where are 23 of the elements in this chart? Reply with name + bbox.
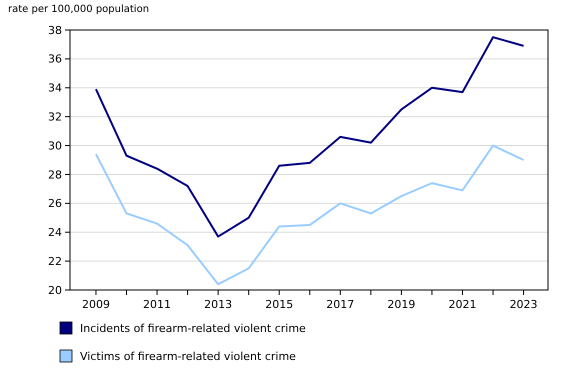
y-tick-label: 34	[48, 82, 62, 95]
line-series	[94, 36, 525, 238]
x-tick-label: 2021	[448, 298, 476, 311]
x-tick-label: 2013	[204, 298, 232, 311]
y-tick-label: 22	[48, 254, 62, 268]
y-tick-label: 24	[48, 226, 62, 240]
y-tick-label: 28	[48, 168, 62, 182]
y-tick-label: 26	[48, 197, 62, 210]
x-tick-label: 2019	[387, 298, 416, 311]
y-axis-title: rate per 100,000 population	[8, 4, 150, 15]
y-tick-label: 30	[48, 139, 62, 152]
legend-label: Victims of firearm-related violent crime	[80, 350, 296, 363]
y-tick-label: 20	[48, 284, 62, 297]
line-series	[94, 144, 525, 286]
y-tick-label: 36	[48, 52, 62, 66]
x-tick-label: 2015	[265, 298, 294, 311]
y-tick-label: 38	[48, 24, 62, 37]
x-tick-label: 2009	[82, 298, 110, 311]
x-tick-label: 2023	[510, 298, 538, 311]
y-tick-label: 32	[48, 110, 62, 124]
x-tick-label: 2017	[326, 298, 354, 311]
x-tick-label: 2011	[143, 298, 172, 311]
legend-label: Incidents of firearm-related violent crime	[80, 322, 306, 335]
